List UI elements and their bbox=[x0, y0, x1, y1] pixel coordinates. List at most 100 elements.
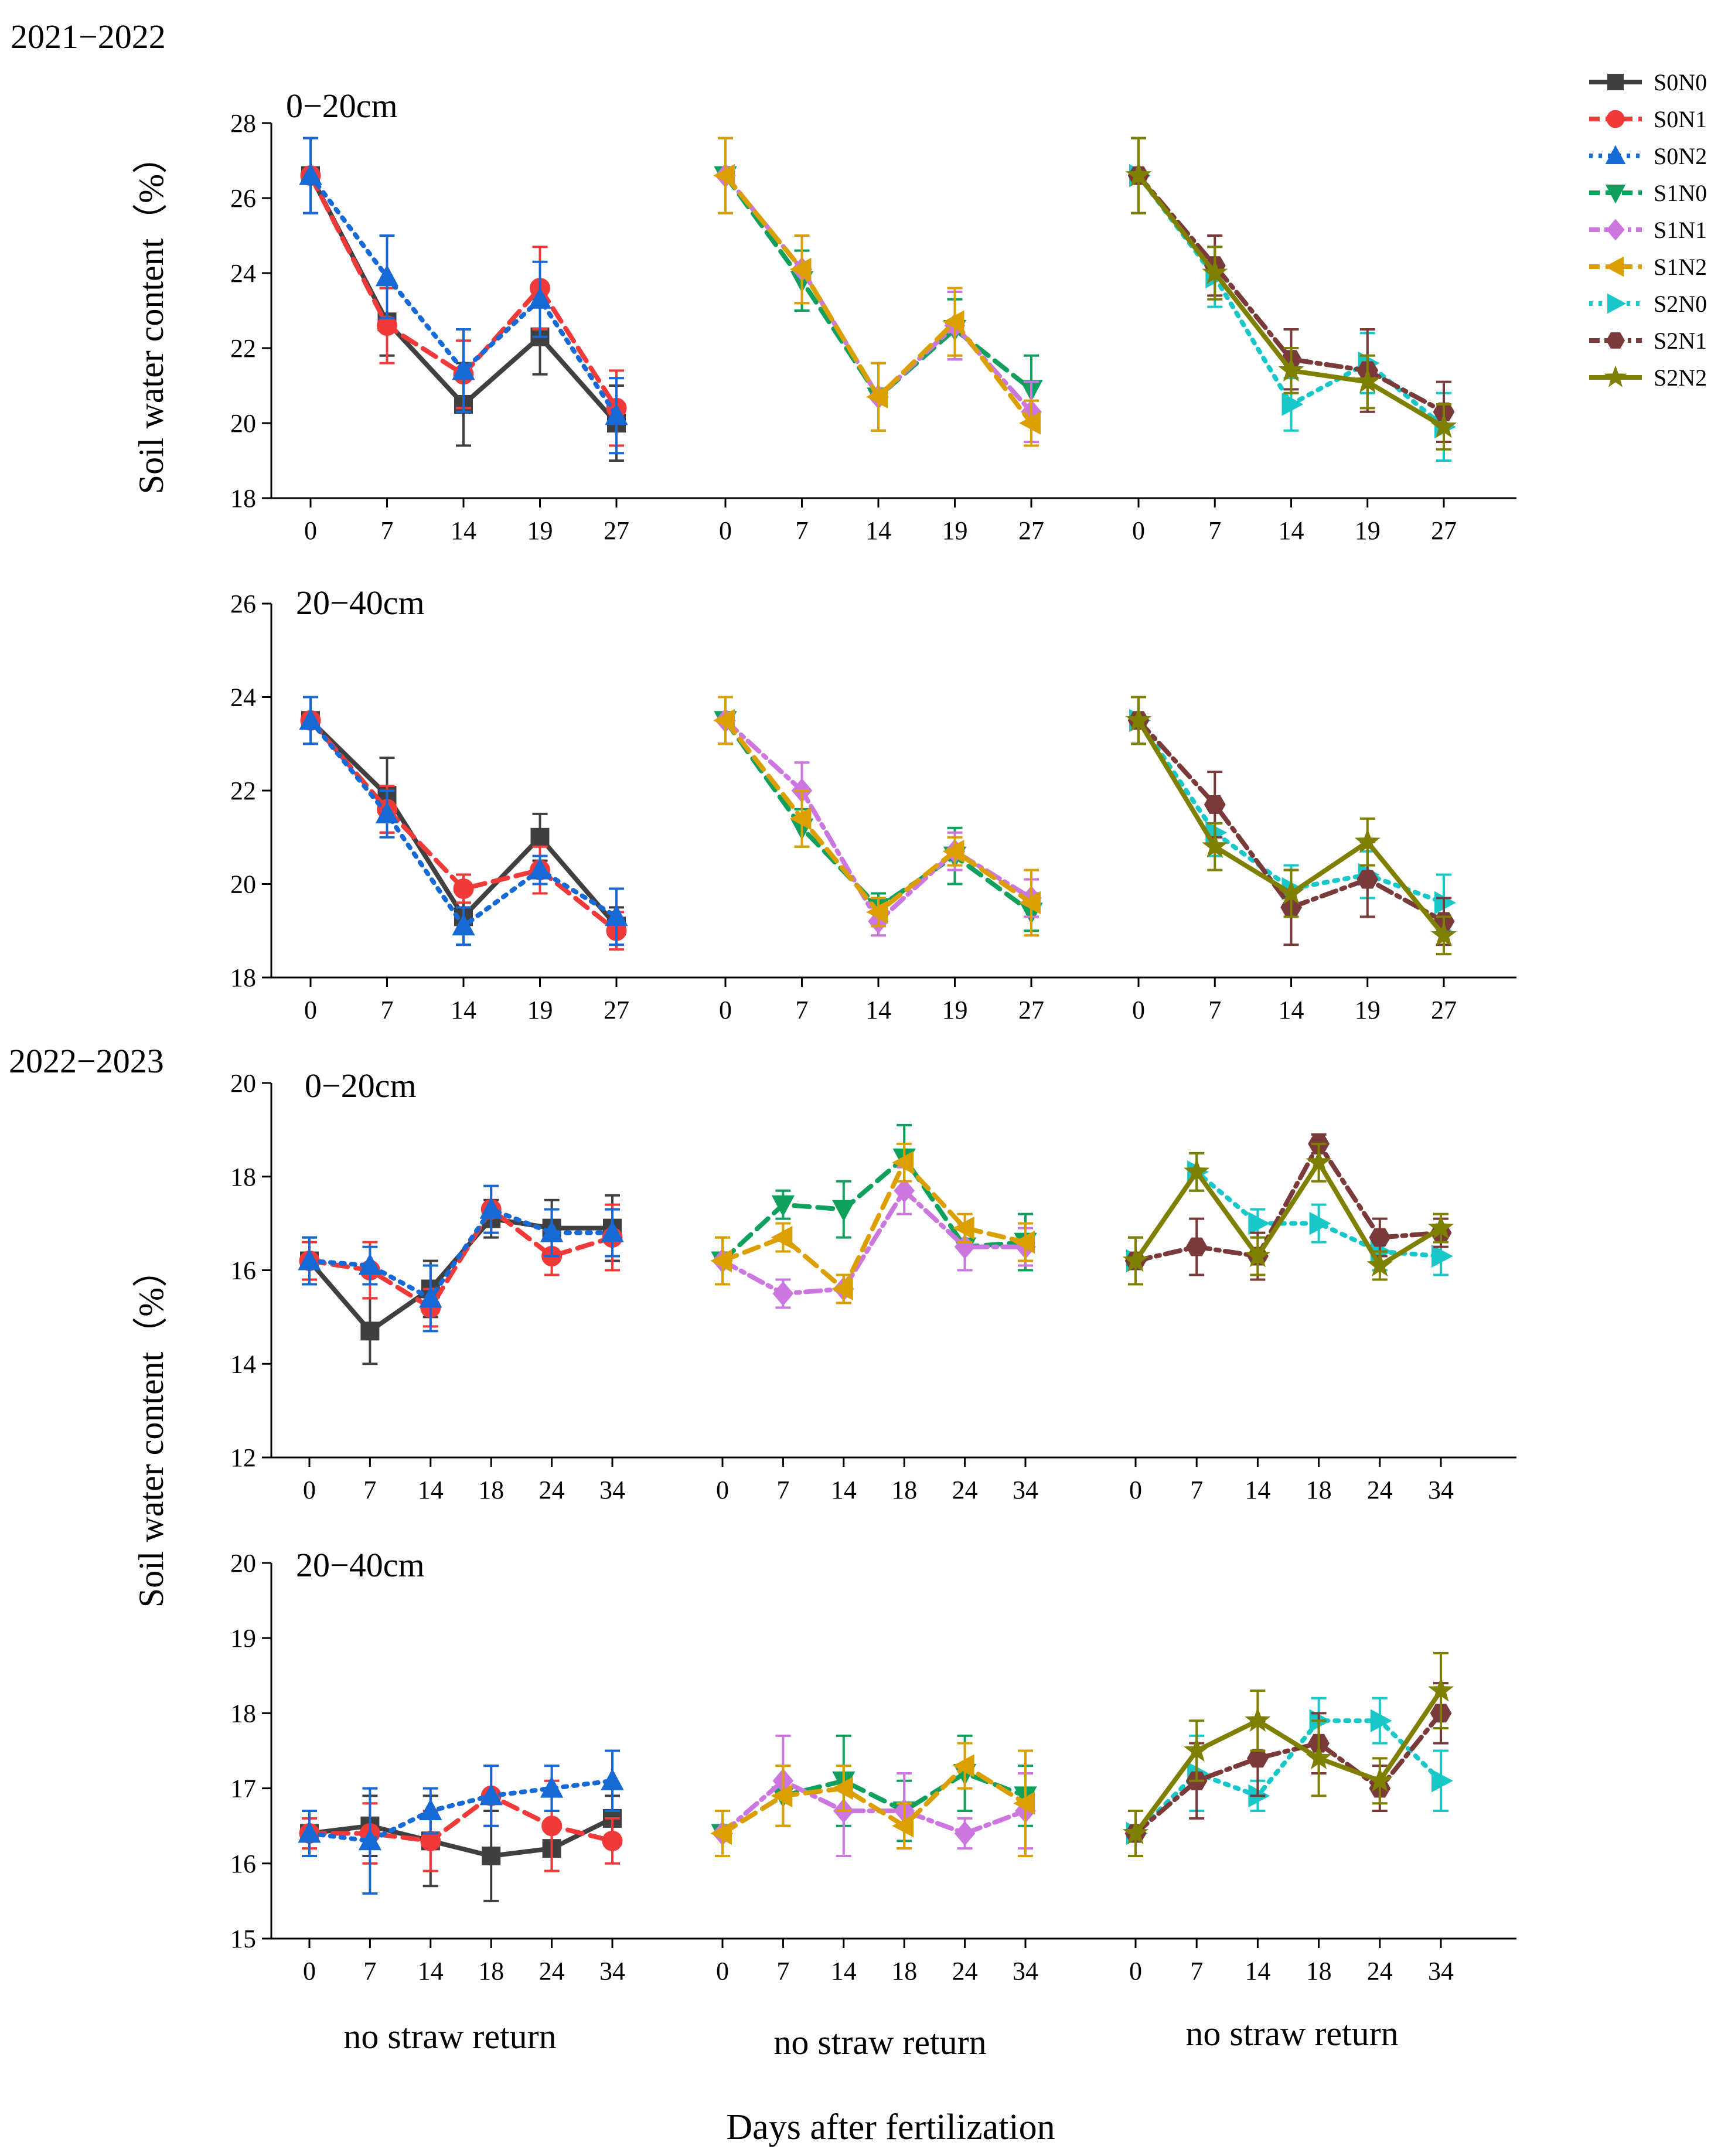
season-label: 2022−2023 bbox=[9, 1042, 164, 1080]
x-tick-label: 7 bbox=[1208, 996, 1221, 1024]
x-tick-label: 18 bbox=[1306, 1957, 1332, 1985]
data-point bbox=[1248, 1211, 1270, 1235]
data-point bbox=[942, 310, 964, 333]
series-line bbox=[307, 1816, 615, 1858]
data-point bbox=[1427, 1214, 1454, 1239]
legend-marker bbox=[1604, 256, 1624, 277]
x-tick-label: 14 bbox=[418, 1957, 444, 1985]
data-point bbox=[419, 1799, 442, 1821]
series-S2N2 bbox=[1125, 696, 1457, 956]
legend-item-S0N2: S0N2 bbox=[1589, 143, 1707, 169]
x-tick-label: 14 bbox=[1279, 516, 1304, 545]
x-tick-label: 7 bbox=[776, 1476, 789, 1504]
data-point bbox=[1366, 1252, 1393, 1277]
data-point bbox=[601, 1220, 624, 1242]
y-tick-label: 14 bbox=[230, 1350, 256, 1378]
series-S1N2 bbox=[713, 696, 1041, 937]
data-point bbox=[1354, 828, 1381, 853]
x-tick-label: 14 bbox=[1279, 996, 1304, 1024]
x-tick-label: 0 bbox=[303, 1957, 316, 1985]
legend-label: S0N0 bbox=[1654, 69, 1707, 96]
data-point bbox=[1013, 1230, 1035, 1254]
legend: S0N0 S0N1 S0N2 S1N0 S1N1 S1N2 S2N0 S2N1 S2N2 bbox=[1589, 69, 1707, 391]
series-S1N2 bbox=[710, 1742, 1035, 1857]
series-S0N0 bbox=[300, 1794, 622, 1902]
group-label-2: no straw return bbox=[773, 2023, 986, 2062]
panel-4: 15 16 17 18 19 20 20−40cm 0 7 14 18 24 34 0 7 14 18 24 34 0… bbox=[230, 1546, 1516, 1985]
x-tick-label: 19 bbox=[527, 516, 553, 545]
data-point bbox=[360, 1321, 380, 1341]
x-tick-label: 7 bbox=[363, 1957, 376, 1985]
x-tick-label: 0 bbox=[303, 1476, 316, 1504]
data-point bbox=[1309, 1211, 1331, 1235]
y-tick-label: 24 bbox=[230, 259, 256, 288]
y-tick-label: 16 bbox=[230, 1850, 256, 1878]
data-point bbox=[530, 827, 550, 847]
x-tick-label: 27 bbox=[1431, 516, 1457, 545]
x-tick-label: 19 bbox=[942, 516, 968, 545]
y-tick-label: 20 bbox=[230, 1549, 256, 1578]
x-tick-label: 34 bbox=[1013, 1476, 1038, 1504]
data-point bbox=[789, 807, 812, 830]
y-tick-label: 24 bbox=[230, 683, 256, 712]
legend-label: S1N2 bbox=[1654, 254, 1707, 280]
data-point bbox=[1245, 1707, 1271, 1732]
x-tick-label: 14 bbox=[418, 1476, 444, 1504]
series-S2N1 bbox=[1124, 1682, 1452, 1857]
y-tick-label: 15 bbox=[230, 1925, 256, 1953]
x-tick-label: 14 bbox=[1245, 1476, 1270, 1504]
x-tick-label: 18 bbox=[891, 1476, 917, 1504]
data-point bbox=[1019, 891, 1041, 915]
data-point bbox=[1278, 880, 1304, 905]
panel-3: 12 14 16 18 20 0−20cm 2022−2023 0 7 14 18 24 34 0 7 14 1… bbox=[9, 1042, 1516, 1504]
data-point bbox=[1427, 1677, 1454, 1702]
data-point bbox=[452, 358, 475, 380]
x-tick-label: 27 bbox=[604, 996, 629, 1024]
data-point bbox=[298, 1821, 321, 1843]
data-point bbox=[528, 287, 552, 309]
series-line bbox=[723, 718, 1034, 915]
series-line bbox=[1133, 1718, 1443, 1836]
series-S1N1 bbox=[712, 1166, 1036, 1309]
data-point bbox=[1432, 1244, 1453, 1268]
x-axis-title: Days after fertilization bbox=[726, 2107, 1055, 2147]
season-label: 2021−2022 bbox=[11, 18, 166, 56]
data-point bbox=[540, 1776, 564, 1798]
y-tick-label: 18 bbox=[230, 1699, 256, 1728]
data-point bbox=[771, 1784, 793, 1808]
x-tick-label: 14 bbox=[831, 1957, 857, 1985]
x-tick-label: 27 bbox=[1018, 516, 1044, 545]
x-tick-label: 18 bbox=[478, 1476, 504, 1504]
x-tick-label: 7 bbox=[1208, 516, 1221, 545]
data-point bbox=[1204, 795, 1226, 814]
data-point bbox=[1370, 1709, 1392, 1732]
x-tick-label: 0 bbox=[716, 1476, 729, 1504]
series-S1N2 bbox=[713, 137, 1041, 447]
series-line bbox=[720, 1763, 1028, 1836]
data-point bbox=[1354, 368, 1381, 393]
x-tick-label: 0 bbox=[719, 516, 732, 545]
data-point bbox=[1184, 1158, 1210, 1183]
legend-marker bbox=[1604, 365, 1627, 387]
data-point bbox=[1430, 413, 1457, 438]
x-tick-label: 0 bbox=[304, 516, 317, 545]
x-tick-label: 19 bbox=[942, 996, 968, 1024]
series-line bbox=[1133, 1169, 1443, 1263]
data-point bbox=[892, 1814, 914, 1838]
legend-marker bbox=[1607, 74, 1624, 90]
data-point bbox=[1202, 833, 1228, 858]
data-point bbox=[601, 1768, 624, 1790]
series-S0N1 bbox=[299, 1765, 623, 1872]
legend-item-S2N2: S2N2 bbox=[1589, 365, 1707, 391]
data-point bbox=[789, 257, 812, 281]
x-tick-label: 24 bbox=[952, 1476, 978, 1504]
x-tick-label: 27 bbox=[1431, 996, 1457, 1024]
x-tick-label: 0 bbox=[1129, 1476, 1142, 1504]
legend-marker bbox=[1605, 145, 1626, 164]
data-point bbox=[771, 1225, 793, 1249]
x-tick-label: 34 bbox=[1428, 1476, 1454, 1504]
panel-title: 0−20cm bbox=[305, 1067, 417, 1105]
legend-item-S2N0: S2N0 bbox=[1589, 291, 1707, 317]
x-tick-label: 0 bbox=[304, 996, 317, 1024]
y-tick-label: 20 bbox=[230, 409, 256, 438]
